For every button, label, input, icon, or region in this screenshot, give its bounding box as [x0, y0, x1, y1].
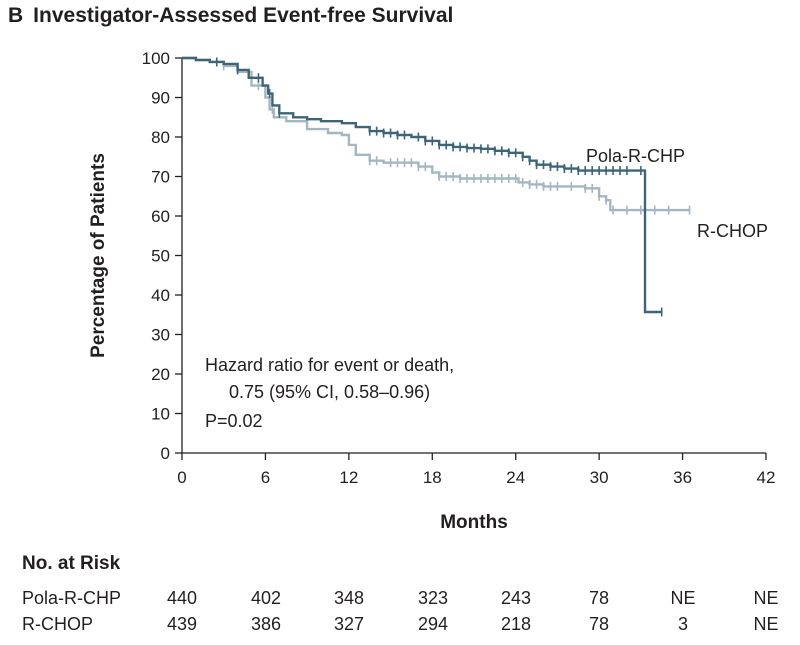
x-tick-label: 30 [590, 468, 609, 487]
y-tick-label: 10 [151, 405, 170, 424]
y-tick-label: 30 [151, 326, 170, 345]
risk-cell: NE [753, 588, 779, 608]
risk-cell: 348 [333, 588, 365, 608]
risk-cell: 3 [677, 614, 688, 634]
risk-cell: 323 [417, 588, 449, 608]
risk-cell: 440 [166, 588, 198, 608]
x-tick-label: 36 [673, 468, 692, 487]
x-tick-label: 24 [506, 468, 525, 487]
x-tick-label: 12 [339, 468, 358, 487]
x-axis-label: Months [440, 512, 508, 533]
risk-cell: NE [753, 614, 779, 634]
risk-cell: NE [670, 588, 696, 608]
hazard-ratio-line1: Hazard ratio for event or death, [205, 355, 454, 375]
y-tick-label: 0 [161, 444, 170, 463]
figure-title-row: B Investigator-Assessed Event-free Surviv… [8, 4, 453, 28]
series-label-rchop: R-CHOP [697, 221, 768, 241]
series-label-pola: Pola-R-CHP [586, 146, 685, 166]
x-tick-label: 18 [423, 468, 442, 487]
panel-letter: B [8, 4, 24, 27]
y-tick-label: 20 [151, 365, 170, 384]
figure-title: Investigator-Assessed Event-free Surviva… [33, 4, 454, 27]
risk-cell: 294 [417, 614, 449, 634]
y-tick-label: 90 [151, 89, 170, 108]
x-tick-label: 42 [757, 468, 776, 487]
risk-cell: 386 [250, 614, 282, 634]
y-axis-label: Percentage of Patients [88, 153, 109, 358]
risk-table-title: No. at Risk [22, 553, 121, 574]
risk-cell: 78 [588, 588, 610, 608]
risk-row-name: R-CHOP [22, 614, 93, 634]
y-tick-label: 80 [151, 128, 170, 147]
hazard-ratio-line2: 0.75 (95% CI, 0.58–0.96) [229, 382, 430, 402]
y-tick-label: 100 [142, 49, 170, 68]
km-chart: 0 6 12 18 24 30 36 42 0 10 20 30 40 50 60 70 80 90 100 Mont… [88, 49, 776, 533]
y-tick-label: 50 [151, 247, 170, 266]
risk-cell: 218 [500, 614, 532, 634]
risk-cell: 439 [166, 614, 198, 634]
risk-cell: 243 [500, 588, 532, 608]
x-tick-label: 6 [261, 468, 270, 487]
risk-cell: 402 [250, 588, 282, 608]
risk-cell: 327 [333, 614, 365, 634]
y-tick-label: 60 [151, 207, 170, 226]
y-tick-label: 40 [151, 286, 170, 305]
p-value: P=0.02 [205, 411, 263, 431]
risk-row-name: Pola-R-CHP [22, 588, 122, 608]
x-tick-label: 0 [177, 468, 186, 487]
y-tick-label: 70 [151, 168, 170, 187]
series-line-pola [182, 56, 662, 314]
risk-cell: 78 [588, 614, 610, 634]
